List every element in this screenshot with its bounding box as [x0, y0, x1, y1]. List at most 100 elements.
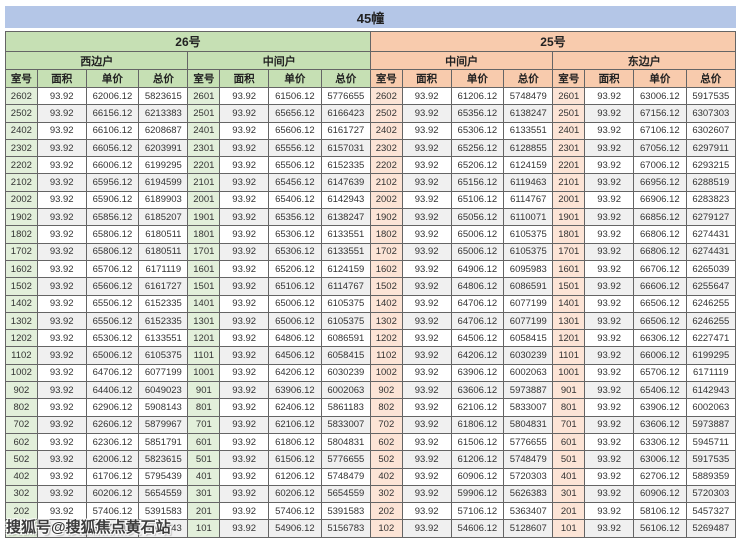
total-price-cell: 5917535 [685, 86, 737, 106]
unit-price-cell: 65356.12 [268, 208, 322, 227]
unit-price-cell: 65006.12 [450, 242, 505, 261]
unit-price-cell: 61806.12 [450, 415, 505, 434]
unit-price-cell: 67056.12 [633, 138, 687, 158]
total-price-cell: 6161727 [320, 121, 371, 140]
room-cell: 1201 [187, 329, 221, 348]
area-cell: 93.92 [401, 156, 452, 175]
area-cell: 93.92 [36, 294, 87, 313]
room-cell: 301 [187, 484, 221, 504]
table-row: 1102 93.92 65006.12 6105375 1101 93.92 64506.1… [5, 346, 737, 365]
room-cell: 1302 [5, 311, 38, 331]
table-row: 1302 93.92 65506.12 6152335 1301 93.92 65006.1… [5, 311, 737, 331]
total-price-cell: 6180511 [138, 225, 189, 244]
total-price-cell: 6199295 [685, 346, 737, 365]
room-cell: 1501 [187, 277, 221, 296]
total-price-cell: 6105375 [503, 242, 554, 261]
area-cell: 93.92 [36, 190, 87, 210]
table-header: 26号 25号 西边户 中间户 中间户 东边户 室号 面积 单价 总价 室号 面积 单价 总价 室号 面积 单价… [4, 31, 737, 88]
area-cell: 93.92 [584, 173, 635, 192]
total-price-cell: 6157031 [320, 138, 371, 158]
room-cell: 1101 [552, 346, 586, 365]
area-cell: 93.92 [219, 415, 270, 434]
unit-price-cell: 62106.12 [268, 415, 322, 434]
total-price-cell: 6142943 [685, 381, 737, 400]
area-cell: 93.92 [36, 121, 87, 140]
area-cell: 93.92 [36, 432, 87, 452]
unit-price-cell: 61506.12 [268, 450, 322, 469]
room-cell: 1001 [552, 363, 586, 383]
room-cell: 601 [187, 432, 221, 452]
unit-price-cell: 66956.12 [633, 173, 687, 192]
total-price-cell: 6086591 [320, 329, 371, 348]
total-price-cell: 6077199 [503, 294, 554, 313]
room-cell: 301 [552, 484, 586, 504]
area-cell: 93.92 [584, 190, 635, 210]
room-cell: 1502 [5, 277, 38, 296]
room-cell: 1602 [5, 259, 38, 279]
area-cell: 93.92 [584, 121, 635, 140]
area-cell: 93.92 [219, 294, 270, 313]
area-cell: 93.92 [401, 311, 452, 331]
unit-price-cell: 55406.12 [85, 519, 140, 538]
room-cell: 1801 [187, 225, 221, 244]
total-price-cell: 5889359 [685, 467, 737, 486]
area-cell: 93.92 [401, 398, 452, 417]
unit-price-cell: 61806.12 [268, 432, 322, 452]
area-cell: 93.92 [584, 86, 635, 106]
area-cell: 93.92 [36, 346, 87, 365]
total-price-cell: 6265039 [685, 259, 737, 279]
room-cell: 802 [369, 398, 403, 417]
area-cell: 93.92 [219, 173, 270, 192]
total-price-cell: 6227471 [685, 329, 737, 348]
unit-price-cell: 65406.12 [268, 190, 322, 210]
area-cell: 93.92 [219, 190, 270, 210]
total-price-cell: 6128855 [503, 138, 554, 158]
area-cell: 93.92 [36, 519, 87, 538]
unit-price-cell: 66806.12 [633, 225, 687, 244]
unit-price-cell: 60206.12 [268, 484, 322, 504]
unit-price-cell: 62006.12 [85, 450, 140, 469]
room-cell: 1702 [5, 242, 38, 261]
unit-price-cell: 65006.12 [268, 294, 322, 313]
area-cell: 93.92 [36, 104, 87, 123]
total-price-cell: 5823615 [138, 450, 189, 469]
unit-price-cell: 61206.12 [450, 86, 505, 106]
unit-price-cell: 65106.12 [450, 190, 505, 210]
area-cell: 93.92 [584, 502, 635, 521]
table-row: 2002 93.92 65906.12 6189903 2001 93.92 65406.1… [5, 190, 737, 210]
unit-price-cell: 57406.12 [268, 502, 322, 521]
unit-price-cell: 65906.12 [85, 190, 140, 210]
area-cell: 93.92 [401, 363, 452, 383]
room-cell: 1301 [187, 311, 221, 331]
unit-price-cell: 65706.12 [633, 363, 687, 383]
total-price-cell: 5861183 [320, 398, 371, 417]
total-price-cell: 6105375 [320, 311, 371, 331]
total-price-cell: 5917535 [685, 450, 737, 469]
area-cell: 93.92 [36, 381, 87, 400]
total-price-cell: 6152335 [138, 311, 189, 331]
area-cell: 93.92 [36, 173, 87, 192]
area-cell: 93.92 [584, 346, 635, 365]
area-cell: 93.92 [584, 259, 635, 279]
room-cell: 2201 [552, 156, 586, 175]
total-price-cell: 5823615 [138, 86, 189, 106]
total-price-cell: 5748479 [320, 467, 371, 486]
total-price-cell: 5973887 [685, 415, 737, 434]
unit-price-cell: 65506.12 [85, 294, 140, 313]
total-price-cell: 5654559 [320, 484, 371, 504]
area-cell: 93.92 [401, 121, 452, 140]
total-price-cell: 6161727 [138, 277, 189, 296]
table-row: 102 93.92 55406.12 5203743 101 93.92 54906.12 5… [5, 519, 737, 538]
room-cell: 1602 [369, 259, 403, 279]
area-cell: 93.92 [584, 242, 635, 261]
unit-price-cell: 66006.12 [633, 346, 687, 365]
area-cell: 93.92 [584, 381, 635, 400]
table-row: 502 93.92 62006.12 5823615 501 93.92 61506.12 5… [5, 450, 737, 469]
total-price-cell: 6133551 [138, 329, 189, 348]
table-row: 1402 93.92 65506.12 6152335 1401 93.92 65006.1… [5, 294, 737, 313]
room-cell: 2301 [187, 138, 221, 158]
unit-price-cell: 66606.12 [633, 277, 687, 296]
table-row: 2502 93.92 66156.12 6213383 2501 93.92 65656.1… [5, 104, 737, 123]
room-cell: 502 [369, 450, 403, 469]
total-price-cell: 5203743 [138, 519, 189, 538]
